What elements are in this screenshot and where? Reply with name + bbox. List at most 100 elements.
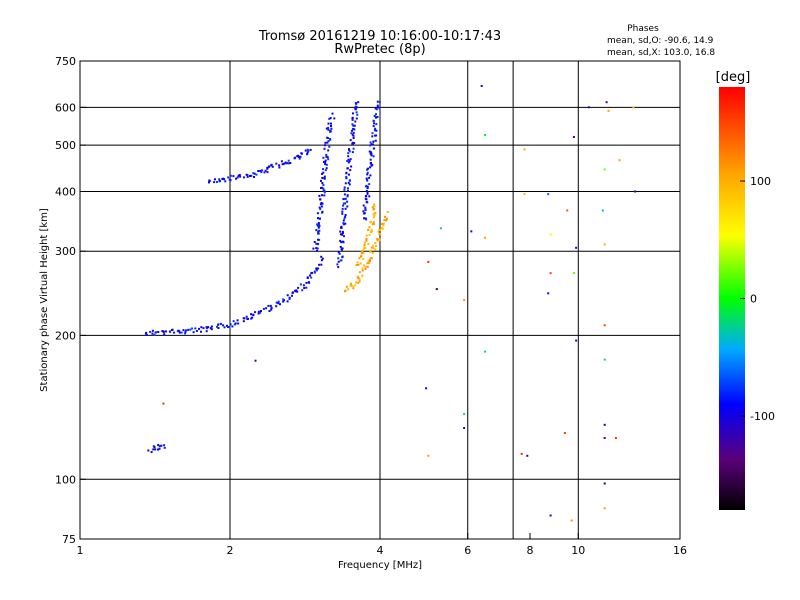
O-point — [337, 257, 340, 260]
O-point — [255, 173, 258, 176]
O-point — [354, 108, 357, 111]
O-point — [178, 330, 181, 333]
scatter-point — [603, 358, 606, 361]
O-point — [324, 159, 327, 162]
O-point — [294, 156, 296, 159]
O-point — [289, 162, 292, 164]
O-point — [305, 286, 308, 289]
O-point — [323, 191, 326, 194]
O-point — [322, 184, 325, 186]
O-point — [275, 301, 278, 304]
O-point — [268, 310, 271, 312]
scatter-point — [549, 233, 552, 236]
O-point — [281, 163, 284, 166]
O-point — [267, 165, 270, 168]
O-point — [286, 300, 289, 303]
O-point — [299, 155, 302, 158]
O-point — [347, 181, 350, 184]
scatter-point — [563, 432, 566, 434]
O-point — [218, 178, 221, 181]
O-point — [214, 178, 216, 181]
X-point — [359, 262, 362, 265]
O-point — [365, 201, 368, 204]
O-point — [189, 328, 192, 331]
O-point — [182, 329, 185, 332]
O-point — [259, 310, 262, 313]
O-point — [306, 151, 309, 154]
O-point — [376, 100, 379, 103]
O-point — [324, 163, 327, 166]
O-point — [312, 247, 315, 250]
O-point — [194, 327, 197, 330]
colorbar-tick-label: 0 — [750, 293, 757, 306]
O-point — [254, 311, 257, 314]
O-point — [288, 162, 290, 165]
O-point — [344, 182, 347, 185]
O-point — [355, 106, 358, 109]
O-point — [229, 179, 232, 182]
X-point — [350, 282, 352, 285]
O-point — [246, 175, 249, 178]
O-point — [286, 162, 289, 165]
chart-title: Tromsø 20161219 10:16:00-10:17:43 — [258, 29, 501, 44]
O-point — [347, 189, 349, 192]
scatter-point — [523, 193, 526, 196]
O-point — [202, 327, 205, 330]
O-point — [224, 180, 227, 183]
O-point — [373, 122, 375, 125]
X-point — [368, 262, 370, 264]
O-point — [369, 166, 372, 169]
O-point — [149, 330, 152, 333]
O-point — [342, 202, 345, 205]
O-point — [344, 202, 347, 205]
O-point — [328, 145, 331, 148]
scatter-point — [566, 209, 569, 212]
O-point — [348, 160, 351, 163]
X-point — [361, 249, 364, 252]
O-point — [323, 177, 326, 180]
O-point — [355, 111, 358, 114]
O-point — [322, 160, 325, 163]
O-point — [184, 332, 187, 335]
O-point — [341, 230, 344, 233]
X-point — [372, 213, 375, 216]
O-point — [362, 204, 365, 207]
O-point — [370, 154, 373, 157]
O-point — [375, 129, 378, 132]
O-point — [320, 255, 323, 258]
O-point — [347, 158, 350, 161]
O-point — [257, 312, 260, 315]
scatter-point — [603, 482, 606, 485]
O-point — [342, 198, 345, 201]
X-point — [365, 237, 368, 240]
X-point — [376, 238, 379, 241]
O-point — [327, 149, 330, 152]
O-point — [232, 320, 235, 323]
O-point — [291, 294, 293, 297]
O-point — [355, 117, 358, 120]
O-point — [330, 122, 332, 125]
O-point — [321, 194, 323, 197]
O-point — [354, 120, 357, 123]
O-point — [323, 175, 326, 178]
O-point — [237, 174, 240, 177]
O-point — [200, 326, 203, 329]
O-point — [277, 302, 280, 305]
O-point — [270, 163, 273, 166]
O-point — [226, 324, 228, 327]
colorbar-tick-label: 100 — [750, 175, 771, 188]
O-point — [153, 333, 156, 336]
scatter-point — [435, 288, 438, 291]
O-point — [171, 328, 174, 331]
O-point — [341, 207, 344, 210]
O-point — [216, 325, 218, 328]
X-point — [355, 264, 358, 267]
O-point — [257, 170, 260, 172]
O-point — [271, 165, 274, 168]
scatter-point — [425, 387, 428, 390]
O-point — [356, 113, 359, 116]
O-point — [318, 194, 321, 197]
O-point — [242, 320, 245, 323]
O-point — [294, 289, 297, 292]
O-point — [343, 193, 346, 196]
